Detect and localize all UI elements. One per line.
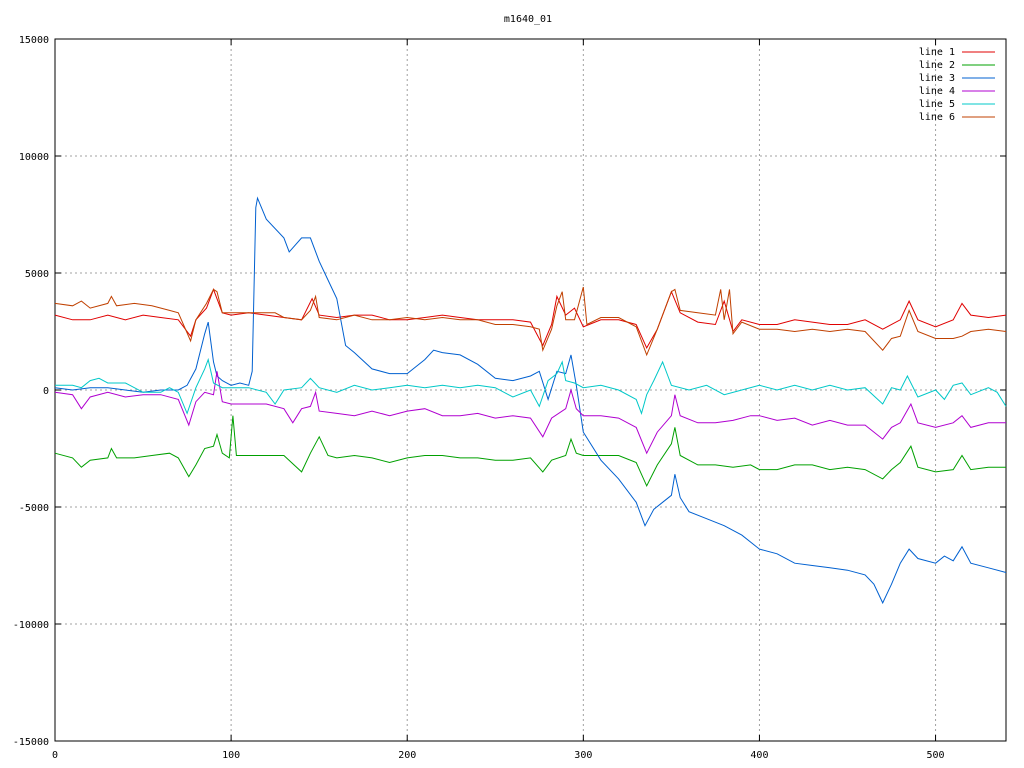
x-tick-label: 400 <box>750 750 768 761</box>
y-tick-label: 5000 <box>25 269 49 280</box>
series-line-2 <box>54 415 1006 488</box>
x-tick-label: 0 <box>52 750 58 761</box>
legend-label: line 5 <box>919 99 955 110</box>
series-lines <box>54 196 1007 605</box>
legend: line 1 line 2 line 3 line 4 line 5 line 6 <box>919 47 995 123</box>
legend-label: line 2 <box>919 60 955 71</box>
y-tick-label: -15000 <box>13 737 49 748</box>
series-line-6 <box>54 286 1007 357</box>
series-line-1 <box>54 287 1007 350</box>
x-tick-label: 500 <box>927 750 945 761</box>
x-tick-label: 200 <box>398 750 416 761</box>
x-tick-label: 100 <box>222 750 240 761</box>
y-tick-label: 15000 <box>19 35 49 46</box>
y-tick-label: 0 <box>43 386 49 397</box>
series-line-5 <box>55 357 1007 416</box>
axis-ticks: 0 100 200 300 400 500 -15000 -10000 -5000 0 5000 10… <box>13 35 1006 761</box>
series-line-4 <box>54 371 1006 455</box>
legend-label: line 6 <box>919 112 955 123</box>
x-tick-label: 300 <box>574 750 592 761</box>
legend-label: line 4 <box>919 86 955 97</box>
series-line-3 <box>54 196 1007 605</box>
legend-label: line 1 <box>919 47 955 58</box>
y-tick-label: 10000 <box>19 152 49 163</box>
y-tick-label: -5000 <box>19 503 49 514</box>
chart-title: m1640_01 <box>504 14 552 25</box>
legend-label: line 3 <box>919 73 955 84</box>
y-tick-label: -10000 <box>13 620 49 631</box>
